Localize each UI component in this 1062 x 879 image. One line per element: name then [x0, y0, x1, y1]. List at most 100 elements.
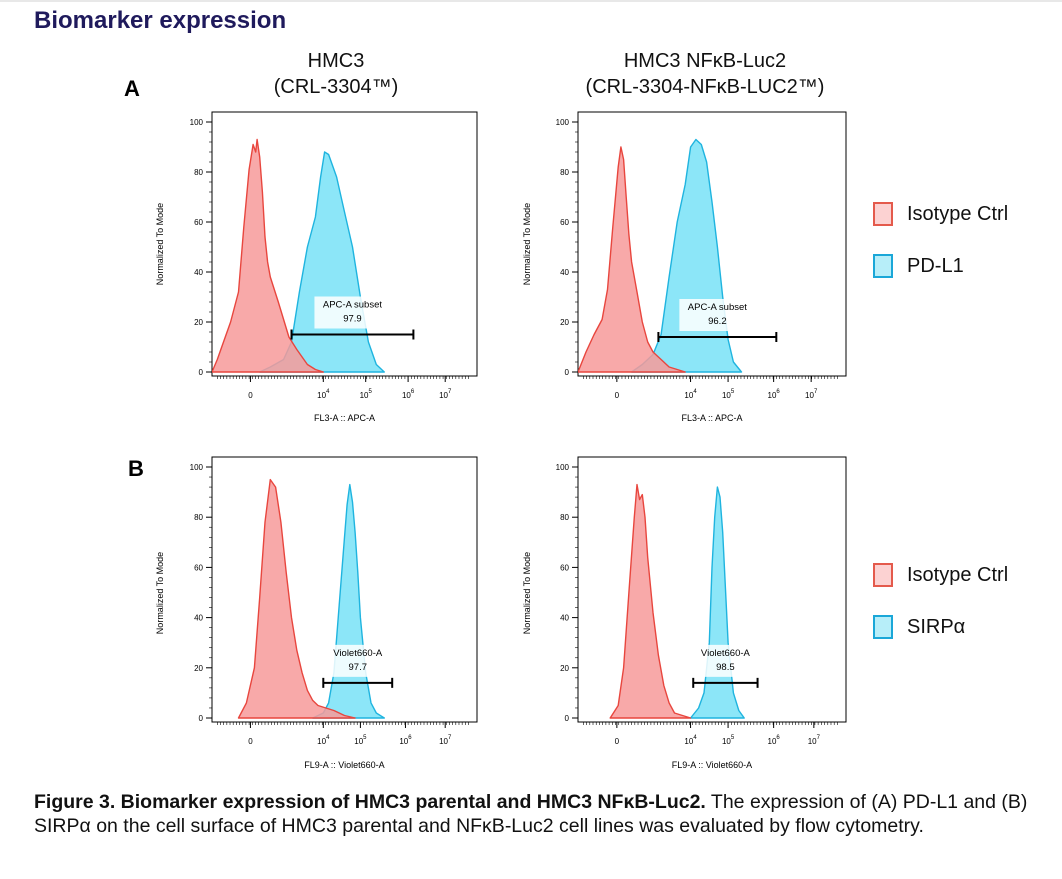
x-tick-label: 106: [768, 389, 781, 400]
y-axis-label: Normalized To Mode: [522, 203, 532, 285]
gate-value: 97.9: [343, 314, 362, 325]
x-tick-label: 0: [248, 737, 253, 746]
x-tick-label: 104: [684, 389, 697, 400]
x-tick-label: 107: [808, 735, 821, 746]
legend-swatch-isotype: [873, 563, 893, 587]
x-axis-label: FL3-A :: APC-A: [681, 413, 742, 423]
gate-label-bg: [679, 299, 756, 331]
x-axis-label: FL9-A :: Violet660-A: [672, 760, 752, 770]
x-tick-label: 104: [317, 389, 330, 400]
legend-label: Isotype Ctrl: [907, 563, 1009, 586]
series-area-isotype: [237, 478, 356, 719]
header-divider: [0, 0, 1062, 2]
y-axis-label: Normalized To Mode: [522, 552, 532, 634]
y-tick-label: 100: [190, 118, 204, 127]
legend-swatch-sirpa: [873, 615, 893, 639]
x-tick-label: 107: [439, 389, 452, 400]
gate-marker: Violet660-A 97.7: [319, 644, 396, 688]
x-tick-label: 0: [615, 391, 620, 400]
gate-value: 96.2: [708, 316, 727, 327]
gate-label-bg: [319, 644, 396, 677]
x-tick-label: 105: [360, 389, 373, 400]
histogram-panel-A2: 0 20 40 60 80 100 0 104 105 106 107 Normalized To M…: [522, 111, 847, 423]
y-tick-label: 0: [565, 368, 570, 377]
x-tick-label: 107: [439, 735, 452, 746]
legend-item-isotype: Isotype Ctrl: [873, 563, 1008, 587]
x-tick-label: 106: [399, 735, 412, 746]
x-tick-label: 104: [684, 735, 697, 746]
series-group: [609, 483, 745, 719]
y-tick-label: 0: [565, 714, 570, 723]
histogram-panel-B2: 0 20 40 60 80 100 0 104 105 106 107 Normalized To M…: [522, 456, 847, 770]
series-area-isotype: [609, 483, 692, 719]
figure-caption: Figure 3. Biomarker expression of HMC3 p…: [34, 790, 1034, 838]
x-tick-label: 104: [317, 735, 330, 746]
column-title-line2: (CRL-3304™): [273, 76, 399, 98]
y-tick-label: 20: [560, 318, 569, 327]
x-tick-label: 105: [354, 735, 367, 746]
legend-item-sirpa: SIRPα: [873, 615, 965, 639]
x-tick-label: 105: [722, 389, 735, 400]
gate-label-bg: [314, 296, 391, 329]
x-tick-label: 106: [768, 735, 781, 746]
legend-swatch-isotype: [873, 202, 893, 226]
y-tick-label: 0: [199, 714, 204, 723]
gate-label: APC-A subset: [688, 302, 747, 313]
histogram-panel-B1: 0 20 40 60 80 100 0 104 105 106 107 Normalized To M…: [155, 456, 478, 770]
x-tick-label: 107: [805, 389, 818, 400]
x-tick-label: 106: [402, 389, 415, 400]
y-tick-label: 100: [190, 463, 204, 472]
gate-marker: APC-A subset 97.9: [290, 296, 415, 340]
panel-label-a: A: [124, 76, 140, 101]
gate-label: Violet660-A: [701, 648, 751, 659]
column-title-hmc3-nfkb: HMC3 NFκB-Luc2 (CRL-3304-NFκB-LUC2™): [555, 48, 855, 100]
y-tick-label: 40: [194, 268, 203, 277]
x-axis-label: FL9-A :: Violet660-A: [304, 760, 384, 770]
column-title-line1: HMC3: [307, 50, 365, 72]
column-title-line2: (CRL-3304-NFκB-LUC2™): [585, 76, 825, 98]
y-tick-label: 20: [560, 664, 569, 673]
y-axis-label: Normalized To Mode: [155, 203, 165, 285]
x-tick-label: 0: [615, 737, 620, 746]
y-tick-label: 80: [194, 168, 203, 177]
x-tick-label: 0: [248, 391, 253, 400]
gate-label-bg: [687, 644, 764, 677]
gate-value: 98.5: [716, 662, 735, 673]
column-title-line1: HMC3 NFκB-Luc2: [623, 50, 787, 72]
legend-swatch-pdl1: [873, 254, 893, 278]
legend-item-pdl1: PD-L1: [873, 254, 964, 278]
y-tick-label: 100: [556, 463, 570, 472]
y-tick-label: 80: [560, 168, 569, 177]
gate-marker: APC-A subset 96.2: [657, 299, 778, 342]
y-tick-label: 40: [560, 614, 569, 623]
series-area-marker: [312, 483, 385, 719]
caption-bold: Figure 3. Biomarker expression of HMC3 p…: [34, 791, 706, 813]
legend-item-isotype: Isotype Ctrl: [873, 202, 1008, 226]
y-axis-label: Normalized To Mode: [155, 552, 165, 634]
series-group: [237, 478, 385, 719]
series-area-isotype: [578, 146, 686, 373]
y-tick-label: 40: [560, 268, 569, 277]
y-tick-label: 60: [560, 563, 569, 572]
series-area-marker: [689, 486, 745, 719]
gate-label: APC-A subset: [323, 300, 382, 311]
legend-label: Isotype Ctrl: [907, 202, 1009, 225]
y-tick-label: 60: [560, 218, 569, 227]
legend-label: PD-L1: [907, 254, 964, 277]
caption-text: The expression of (A) PD-L1 and (B) SIRP…: [34, 791, 1028, 837]
y-tick-label: 80: [194, 513, 203, 522]
x-axis-label: FL3-A :: APC-A: [314, 413, 375, 423]
y-tick-label: 40: [194, 614, 203, 623]
gate-label: Violet660-A: [333, 648, 383, 659]
y-tick-label: 100: [556, 118, 570, 127]
column-title-hmc3: HMC3 (CRL-3304™): [236, 48, 436, 100]
series-area-isotype: [212, 138, 324, 373]
panel-label-b: B: [128, 456, 144, 481]
y-tick-label: 0: [199, 368, 204, 377]
y-tick-label: 20: [194, 664, 203, 673]
y-tick-label: 80: [560, 513, 569, 522]
y-tick-label: 60: [194, 563, 203, 572]
y-tick-label: 60: [194, 218, 203, 227]
legend-label: SIRPα: [907, 615, 966, 638]
